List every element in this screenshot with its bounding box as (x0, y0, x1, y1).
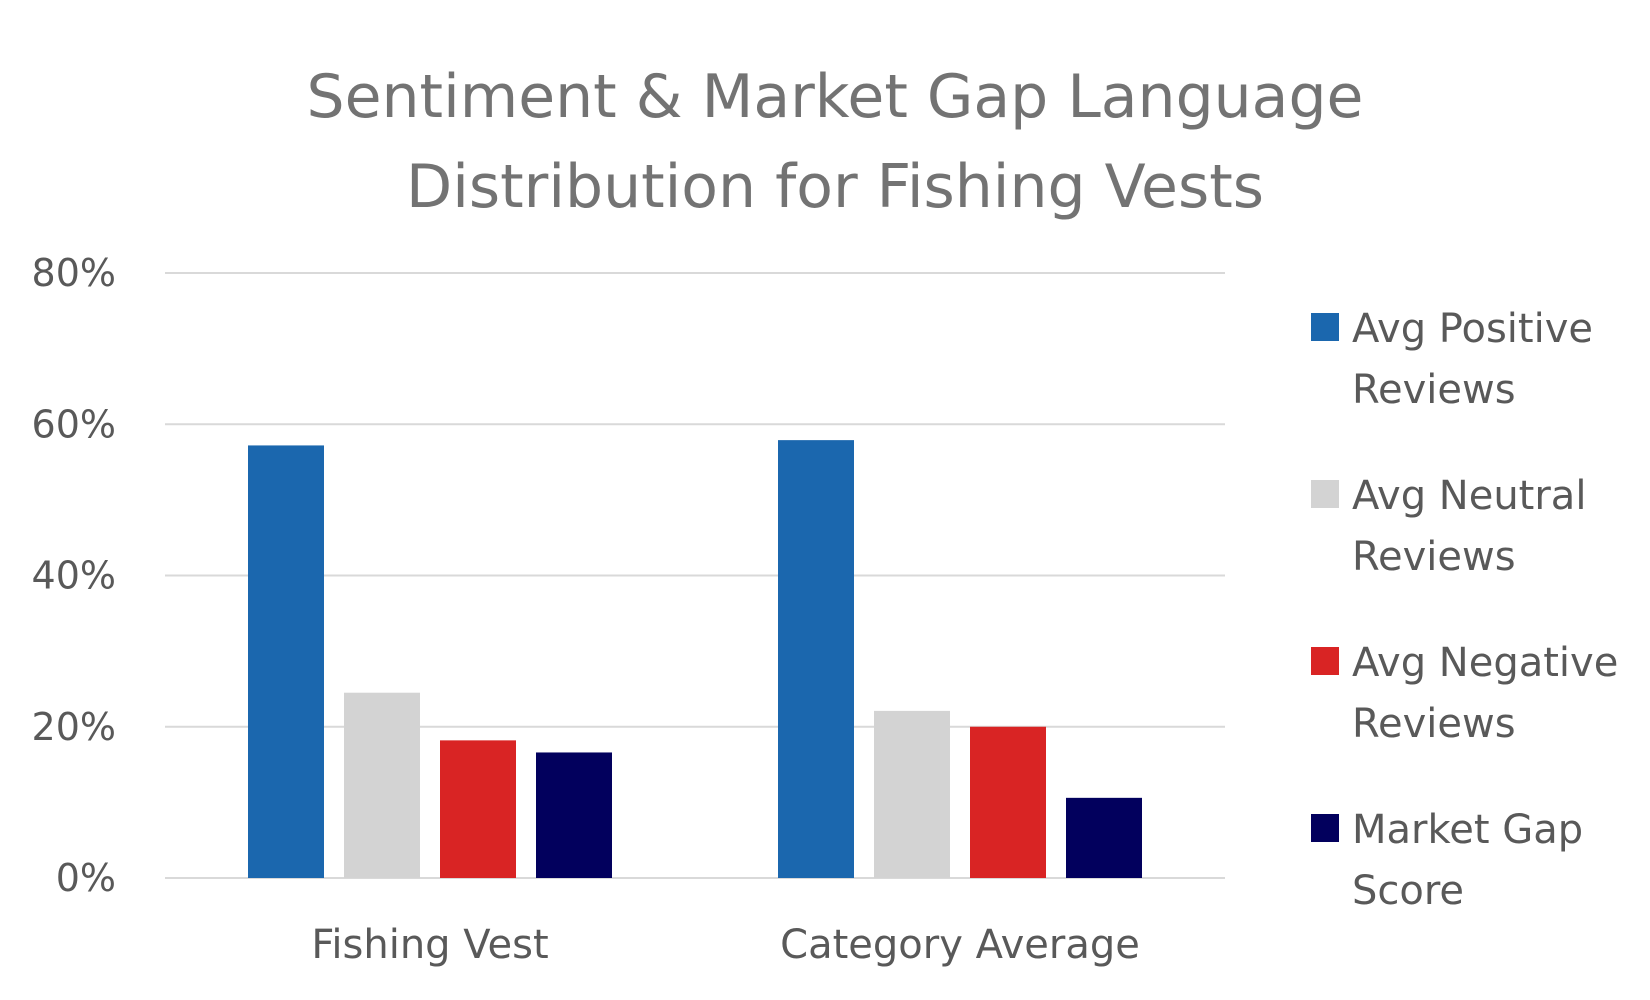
bar (344, 692, 420, 878)
gridlines (165, 272, 1225, 879)
bars (248, 440, 1142, 878)
bar (874, 710, 950, 878)
legend-label: Avg Neutral (1352, 473, 1586, 519)
legend-label: Reviews (1352, 367, 1516, 413)
legend-label: Reviews (1352, 701, 1516, 747)
legend-label: Avg Positive (1352, 306, 1593, 352)
chart-title-line: Sentiment & Market Gap Language (307, 62, 1364, 132)
y-tick-label: 60% (32, 402, 116, 446)
chart-title-line: Distribution for Fishing Vests (406, 152, 1264, 222)
x-category-label: Fishing Vest (311, 922, 548, 968)
y-tick-label: 40% (32, 554, 116, 598)
x-category-label: Category Average (780, 922, 1140, 968)
bar (536, 752, 612, 878)
bar (440, 740, 516, 878)
y-tick-label: 0% (56, 856, 116, 900)
bar (1066, 797, 1142, 878)
legend-label: Score (1352, 868, 1464, 914)
legend-swatch (1311, 814, 1339, 842)
bar (778, 440, 854, 878)
bar (248, 445, 324, 878)
legend: Avg Positive Reviews Avg Neutral Reviews Avg… (1311, 306, 1618, 914)
legend-swatch (1311, 647, 1339, 675)
y-tick-label: 20% (32, 705, 116, 749)
bar (970, 726, 1046, 878)
legend-swatch (1311, 313, 1339, 341)
legend-label: Market Gap (1352, 807, 1583, 853)
legend-label: Reviews (1352, 534, 1516, 580)
legend-swatch (1311, 480, 1339, 508)
legend-label: Avg Negative (1352, 640, 1618, 686)
y-tick-label: 80% (32, 251, 116, 295)
x-axis-category-labels: Fishing Vest Category Average (311, 922, 1140, 968)
y-axis-tick-labels: 0% 20% 40% 60% 80% (32, 251, 116, 900)
chart-title: Sentiment & Market Gap Language Distribut… (307, 62, 1364, 222)
